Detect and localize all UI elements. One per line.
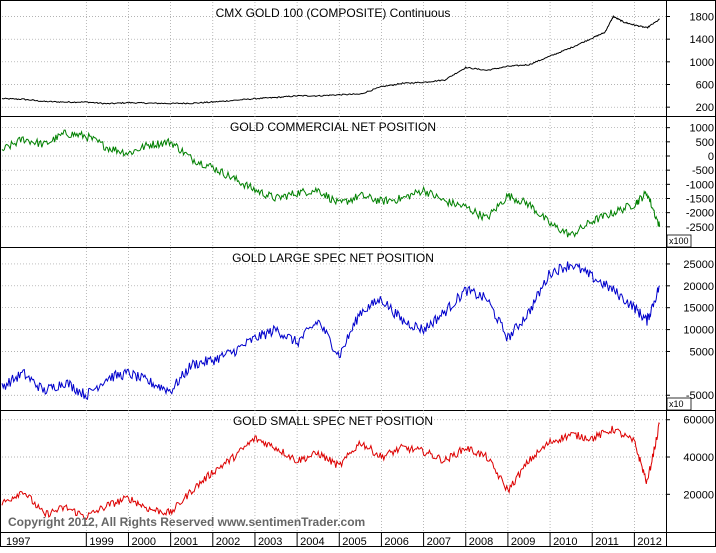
series-line [1,129,661,238]
x-tick-label: 2009 [511,536,535,548]
x-tick-label: 2003 [258,536,282,548]
y-tick-label: 1400 [690,34,714,46]
x-tick-label: 2004 [300,536,324,548]
series-line [1,14,660,105]
y-tick-label: -1000 [686,179,714,191]
multiplier-box [666,234,692,248]
panel-title: GOLD SMALL SPEC NET POSITION [233,414,433,428]
x-tick-label: 2012 [637,536,661,548]
y-tick-label: 60000 [683,415,714,427]
panel-title: GOLD COMMERCIAL NET POSITION [230,120,436,134]
y-tick-label: 1000 [690,123,714,135]
x-tick-label: 2001 [174,536,198,548]
series-line [1,422,660,521]
multiplier-box [666,397,692,411]
y-tick-label: 40000 [683,452,714,464]
y-tick-label: -1500 [686,194,714,206]
y-tick-label: 1000 [690,57,714,69]
y-tick-label: 1800 [690,12,714,24]
series-line [1,261,660,400]
y-tick-label: 500 [696,137,714,149]
x-tick-label: 2002 [216,536,240,548]
y-tick-label: 200 [696,102,714,114]
y-tick-label: -2000 [686,208,714,220]
y-tick-label: 0 [708,151,714,163]
x-tick-label: 1997 [6,536,30,548]
y-tick-label: -2500 [686,222,714,234]
x-tick-label: 2010 [553,536,577,548]
y-tick-label: 20000 [683,281,714,293]
y-tick-label: 10000 [683,325,714,337]
x-tick-label: 2007 [427,536,451,548]
panel-title: GOLD LARGE SPEC NET POSITION [232,251,434,265]
panel-title: CMX GOLD 100 (COMPOSITE) Continuous [216,6,451,20]
multiplier-label: x100 [669,236,689,246]
x-tick-label: 2011 [595,536,619,548]
multiplier-label: x10 [669,399,684,409]
x-tick-label: 1999 [89,536,113,548]
x-tick-label: 2000 [131,536,155,548]
y-tick-label: -5000 [686,390,714,402]
x-tick-label: 2006 [384,536,408,548]
y-tick-label: 25000 [683,259,714,271]
copyright-text: Copyright 2012, All Rights Reserved www.… [8,515,365,529]
x-tick-label: 2008 [469,536,493,548]
x-tick-label: 2005 [342,536,366,548]
y-tick-label: -500 [692,165,714,177]
y-tick-label: 15000 [683,303,714,315]
y-tick-label: 600 [696,80,714,92]
y-tick-label: 20000 [683,489,714,501]
y-tick-label: 5000 [690,346,714,358]
